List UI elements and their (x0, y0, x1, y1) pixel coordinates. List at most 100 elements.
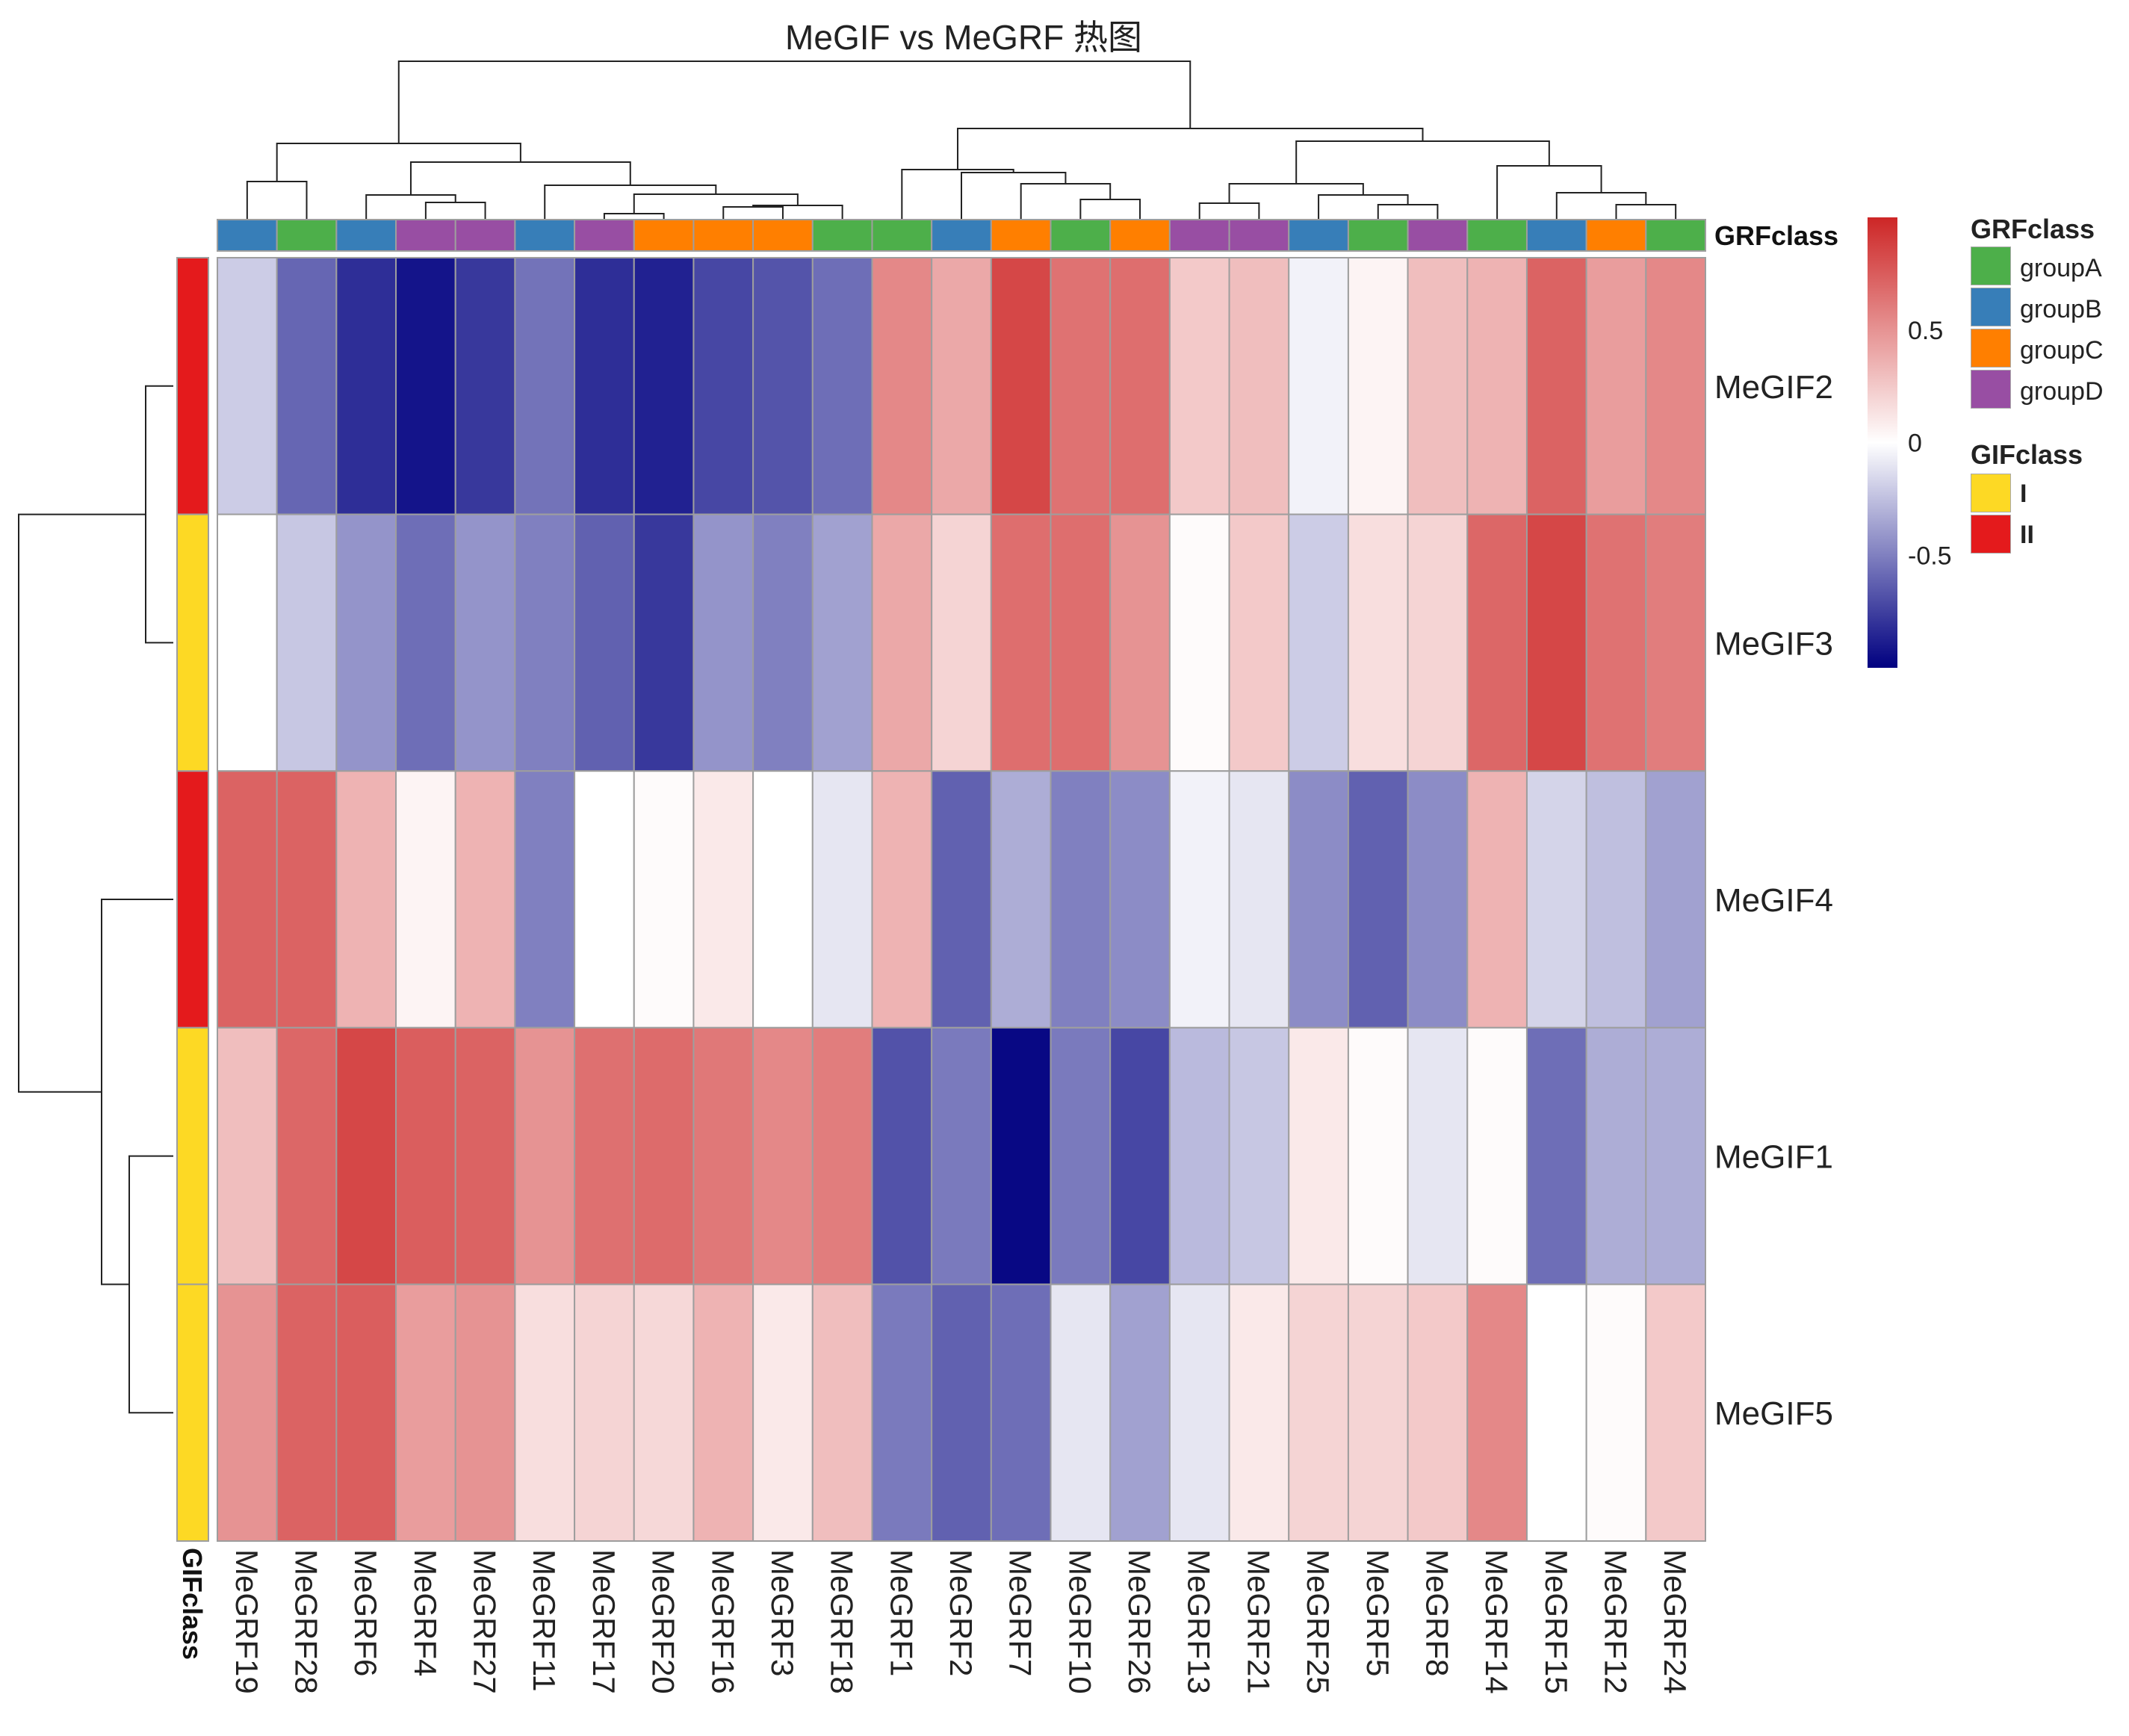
heatmap-cell (454, 1283, 516, 1543)
heatmap-cell (454, 770, 516, 1029)
grfclass-annotation-cell (574, 219, 635, 252)
heatmap-cell (1645, 770, 1707, 1029)
heatmap-cell (1525, 1283, 1587, 1543)
heatmap-cell (871, 1283, 933, 1543)
column-label: MeGRF20 (646, 1549, 681, 1694)
chart-title: MeGIF vs MeGRF 热图 (785, 18, 1142, 57)
heatmap-cell (1228, 1026, 1290, 1286)
column-label: MeGRF21 (1241, 1549, 1276, 1694)
gifclass-legend-swatch (1971, 515, 2011, 554)
grfclass-legend-label: groupB (2020, 295, 2102, 323)
heatmap-cell (1288, 257, 1349, 515)
column-label: MeGRF3 (765, 1549, 800, 1676)
grfclass-annotation-cell (276, 219, 338, 252)
heatmap-cell (1168, 257, 1230, 515)
heatmap-cell (1168, 1026, 1230, 1286)
grfclass-annotation-cell (1109, 219, 1171, 252)
gifclass-legend-swatch (1971, 474, 2011, 512)
heatmap-cell (276, 257, 338, 515)
gifclass-annotation-cell (176, 513, 209, 772)
heatmap-cell (990, 1283, 1052, 1543)
heatmap-cell (1288, 1026, 1349, 1286)
heatmap-cell (1109, 257, 1171, 515)
row-dendrogram-branch (145, 385, 173, 644)
column-dendrogram-branch (1295, 140, 1550, 184)
heatmap-cell (752, 1283, 814, 1543)
row-label: MeGIF1 (1714, 1139, 1833, 1176)
heatmap-cell (990, 257, 1052, 515)
heatmap-cell (1050, 1283, 1112, 1543)
heatmap-cell (871, 1026, 933, 1286)
heatmap-cell (871, 513, 933, 772)
heatmap-cell (752, 1026, 814, 1286)
heatmap-cell (1109, 1283, 1171, 1543)
grfclass-annotation-cell (1168, 219, 1230, 252)
column-label: MeGRF12 (1598, 1549, 1633, 1694)
row-dendrogram-branch (101, 899, 173, 1286)
grfclass-legend-label: groupA (2020, 254, 2102, 282)
column-label: MeGRF1 (884, 1549, 919, 1676)
column-dendrogram-branch (424, 202, 486, 219)
heatmap-cell (633, 513, 695, 772)
heatmap-cell (1228, 257, 1290, 515)
column-label: MeGRF18 (825, 1549, 860, 1694)
heatmap-cell (931, 770, 992, 1029)
heatmap-cell (1525, 513, 1587, 772)
column-label: MeGRF7 (1003, 1549, 1038, 1676)
heatmap-cell (931, 1026, 992, 1286)
grfclass-annotation-cell (811, 219, 873, 252)
column-label: MeGRF17 (586, 1549, 622, 1694)
row-label: MeGIF3 (1714, 625, 1833, 662)
column-dendrogram-branch (246, 181, 308, 219)
heatmap-cell (1407, 770, 1469, 1029)
column-label: MeGRF19 (229, 1549, 264, 1694)
heatmap-cell (1645, 513, 1707, 772)
heatmap-cell (335, 770, 397, 1029)
heatmap-cell (1525, 1026, 1587, 1286)
grfclass-annotation-cell (1645, 219, 1707, 252)
column-dendrogram-branch (409, 161, 631, 195)
grfclass-annotation-cell (454, 219, 516, 252)
heatmap-cell (1645, 1026, 1707, 1286)
heatmap-cell (1288, 513, 1349, 772)
column-label: MeGRF14 (1479, 1549, 1514, 1694)
heatmap-cell (633, 257, 695, 515)
colorbar-tick-label: 0.5 (1908, 317, 1943, 345)
heatmap-cell (276, 513, 338, 772)
column-dendrogram-branch (365, 194, 456, 219)
heatmap-cell (1168, 1283, 1230, 1543)
heatmap-cell (1347, 1026, 1409, 1286)
heatmap-cell (752, 770, 814, 1029)
heatmap-cell (395, 513, 456, 772)
heatmap-cell (276, 770, 338, 1029)
grfclass-annotation-cell (514, 219, 576, 252)
heatmap-cell (1228, 770, 1290, 1029)
heatmap-cell (1228, 513, 1290, 772)
column-label: MeGRF26 (1122, 1549, 1157, 1694)
heatmap-cell (633, 1026, 695, 1286)
heatmap-cell (990, 513, 1052, 772)
column-dendrogram-branch (1318, 194, 1409, 219)
grfclass-annotation-cell (1288, 219, 1349, 252)
heatmap-cell (1050, 770, 1112, 1029)
heatmap-cell (574, 257, 635, 515)
heatmap-cell (1525, 257, 1587, 515)
grfclass-legend-swatch (1971, 247, 2011, 285)
heatmap-cell (1585, 513, 1647, 772)
gifclass-annotation-cell (176, 770, 209, 1029)
heatmap-cell (871, 770, 933, 1029)
gifclass-legend-label: I (2020, 480, 2027, 508)
colorbar (1868, 217, 1897, 668)
heatmap-cell (335, 257, 397, 515)
column-dendrogram-branch (1079, 199, 1141, 219)
row-dendrogram-branch (128, 1155, 173, 1414)
heatmap-cell (574, 770, 635, 1029)
heatmap-cell (574, 513, 635, 772)
row-label: MeGIF4 (1714, 882, 1833, 919)
heatmap-cell (811, 513, 873, 772)
heatmap-cell (1168, 513, 1230, 772)
heatmap-cell (335, 1026, 397, 1286)
heatmap-cell (1288, 770, 1349, 1029)
heatmap-cell (811, 1283, 873, 1543)
column-label: MeGRF25 (1301, 1549, 1336, 1694)
